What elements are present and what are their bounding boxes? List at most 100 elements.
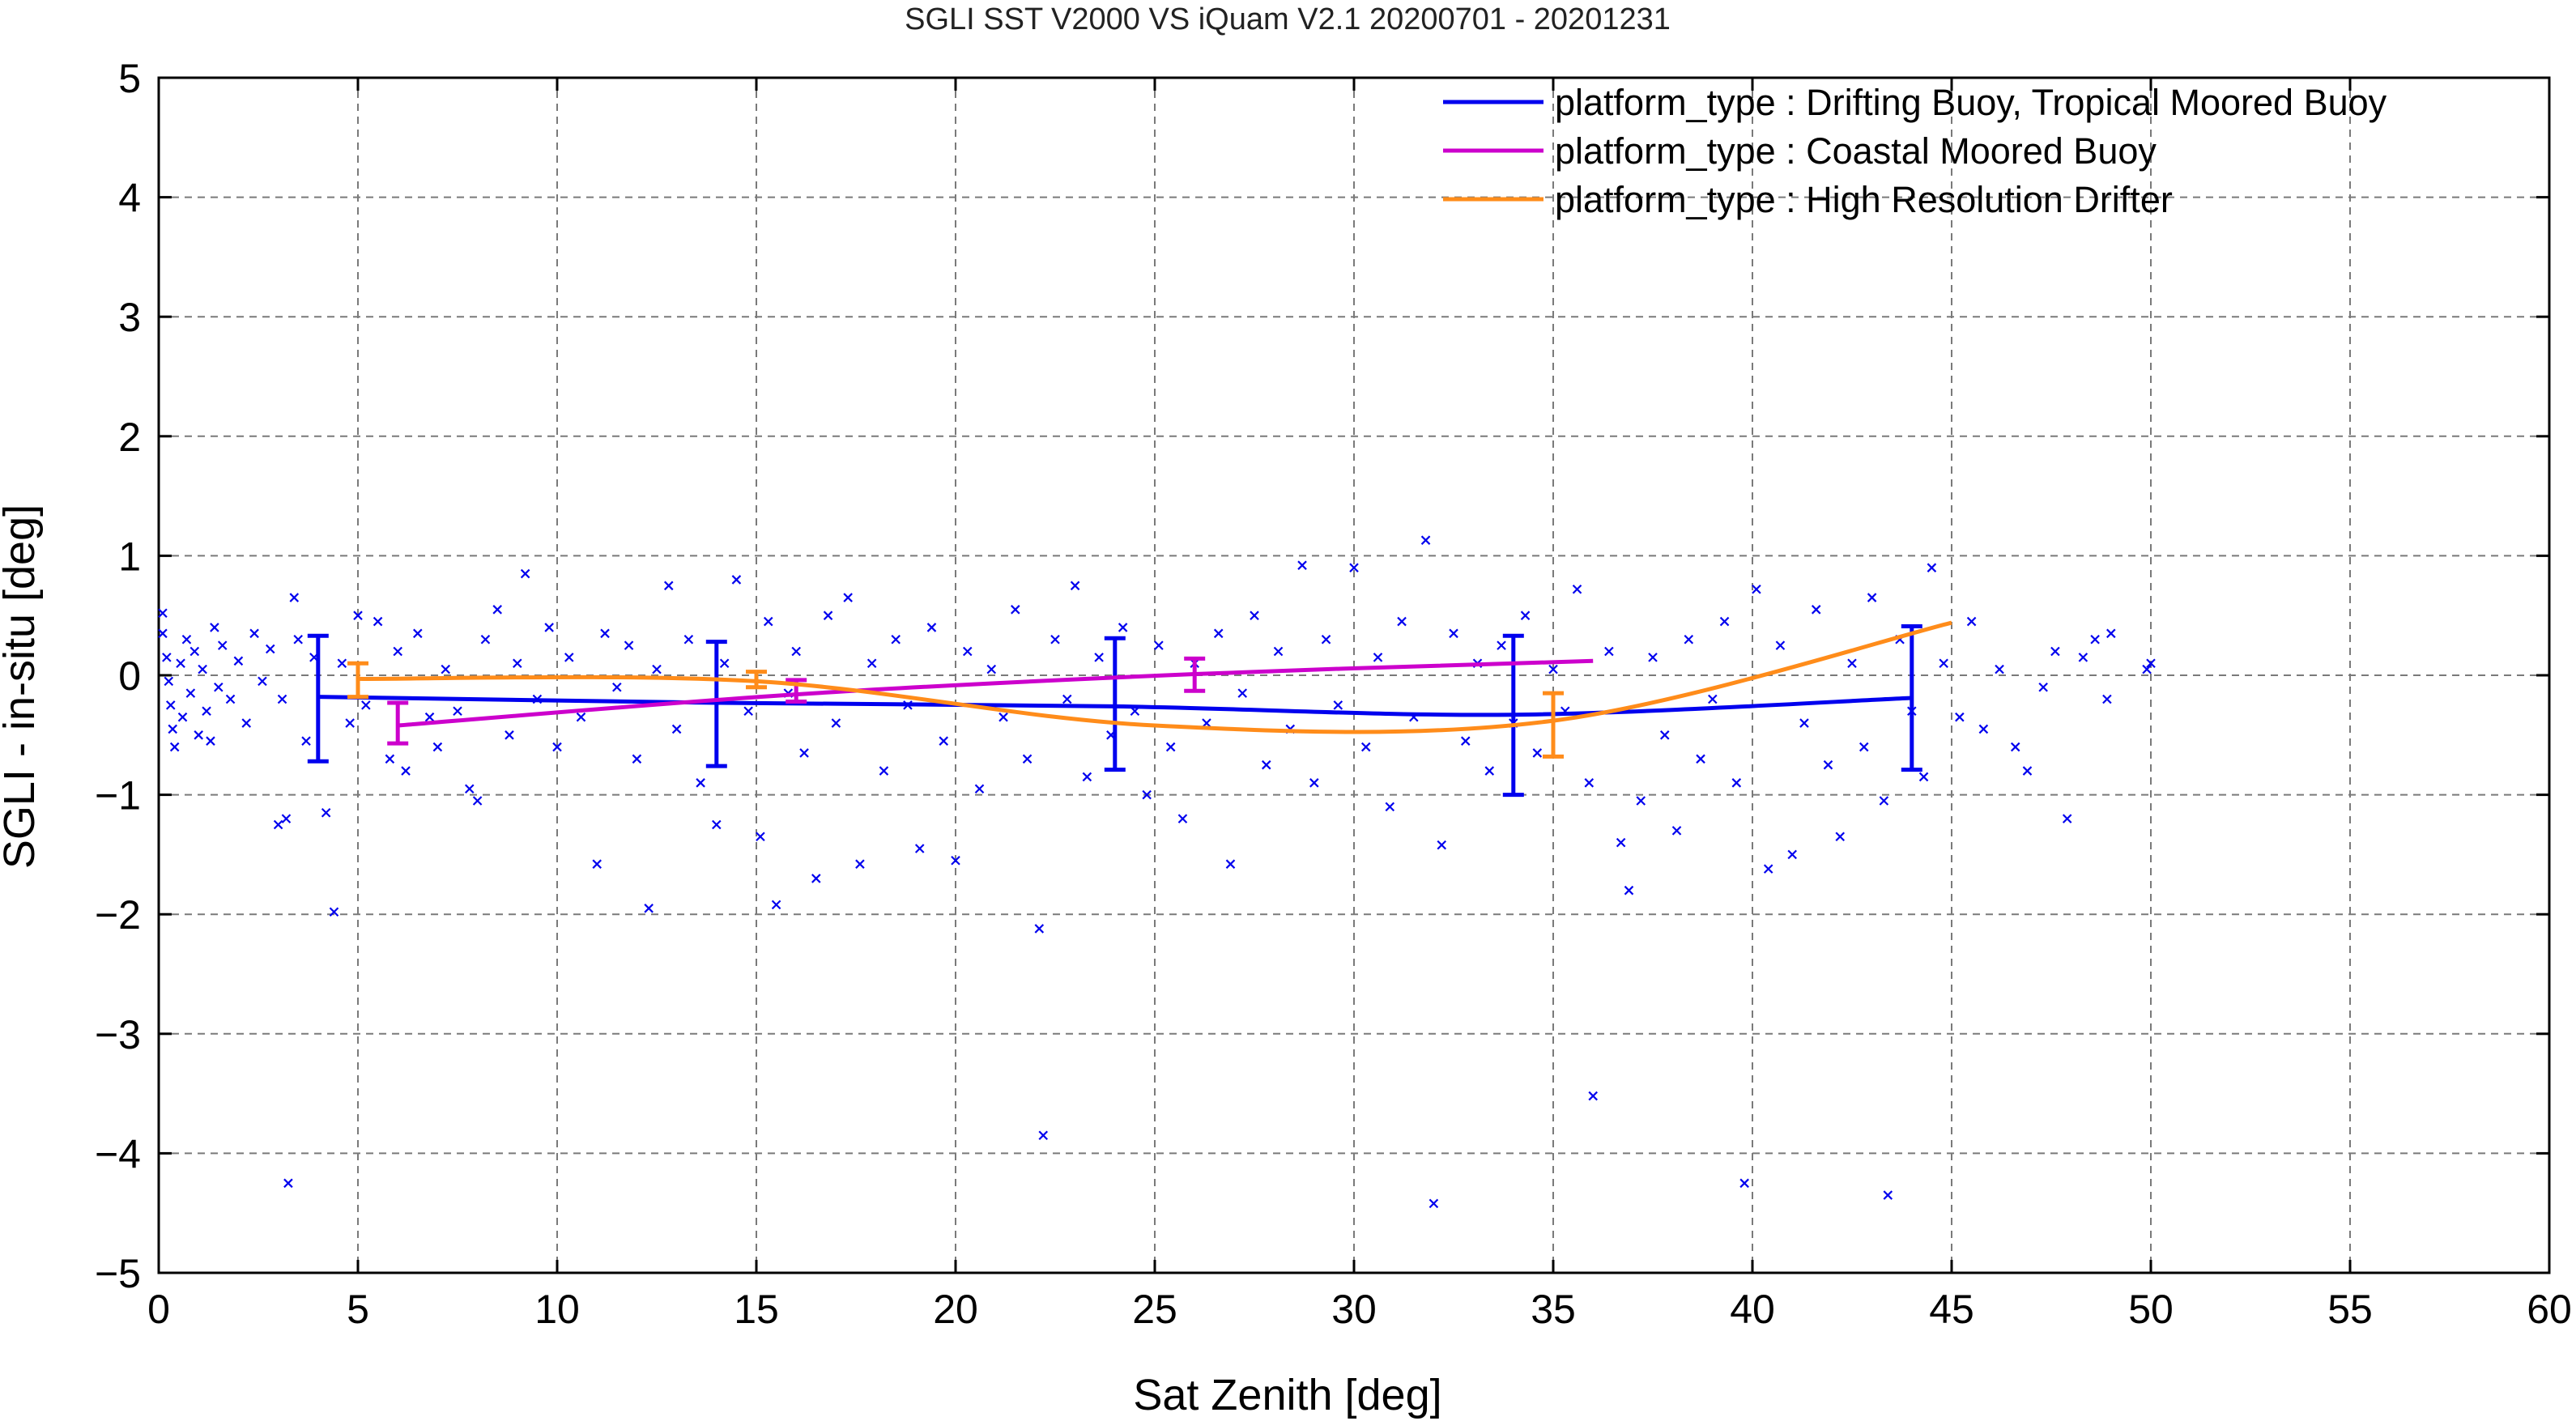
scatter-point xyxy=(1094,653,1104,662)
legend-entry: platform_type : Coastal Moored Buoy xyxy=(1555,130,2157,172)
series-line-1 xyxy=(398,658,1594,728)
scatter-point xyxy=(1261,759,1271,770)
scatter-points xyxy=(158,535,2156,1209)
scatter-point xyxy=(1082,772,1092,782)
scatter-point xyxy=(214,682,224,692)
scatter-point xyxy=(831,718,841,728)
scatter-point xyxy=(164,676,174,687)
y-axis-ticks: −5 −4 −3 −2 −1 0 1 2 3 4 5 xyxy=(95,56,2549,1296)
y-tick-label: −1 xyxy=(95,773,141,819)
scatter-point xyxy=(1763,864,1773,874)
scatter-point xyxy=(1624,885,1634,896)
error-bar xyxy=(1543,691,1564,759)
x-tick-label: 35 xyxy=(1531,1287,1576,1332)
scatter-point xyxy=(1731,778,1742,788)
scatter-point xyxy=(986,664,997,674)
scatter-point xyxy=(926,623,937,632)
error-bar xyxy=(347,661,368,700)
scatter-point xyxy=(1883,1190,1893,1200)
scatter-point xyxy=(1696,754,1705,764)
scatter-point xyxy=(1752,584,1761,594)
scatter-point xyxy=(210,623,219,632)
y-tick-label: −5 xyxy=(95,1251,141,1296)
scatter-point xyxy=(1349,563,1359,572)
scatter-point xyxy=(632,754,642,764)
scatter-point xyxy=(1497,640,1506,650)
scatter-point xyxy=(194,730,203,740)
scatter-point xyxy=(1011,605,1020,615)
scatter-point xyxy=(413,628,423,639)
scatter-point xyxy=(1273,646,1284,657)
scatter-point xyxy=(505,730,514,740)
scatter-point xyxy=(1213,628,1224,639)
y-tick-label: 3 xyxy=(118,295,141,340)
scatter-point xyxy=(1532,748,1543,758)
scatter-point xyxy=(1835,832,1846,842)
scatter-point xyxy=(2102,694,2112,704)
scatter-point xyxy=(273,819,283,830)
scatter-point xyxy=(1978,724,1989,734)
x-tick-label: 30 xyxy=(1331,1287,1377,1332)
scatter-point xyxy=(169,742,180,752)
scatter-point xyxy=(432,742,443,752)
scatter-point xyxy=(1460,736,1471,746)
scatter-point xyxy=(513,658,522,669)
scatter-point xyxy=(345,718,355,728)
scatter-point xyxy=(1739,1178,1749,1189)
scatter-point xyxy=(644,904,654,913)
scatter-point xyxy=(492,605,502,615)
scatter-point xyxy=(2038,682,2048,692)
scatter-point xyxy=(756,832,765,842)
scatter-point xyxy=(181,634,192,645)
scatter-point xyxy=(301,736,311,746)
legend-entry: platform_type : Drifting Buoy, Tropical … xyxy=(1555,82,2387,123)
scatter-point xyxy=(168,724,177,734)
scatter-point xyxy=(165,700,176,710)
scatter-point xyxy=(373,616,383,627)
x-tick-label: 60 xyxy=(2527,1287,2572,1332)
scatter-point xyxy=(158,608,168,619)
scatter-point xyxy=(2106,628,2116,639)
scatter-point xyxy=(1034,924,1045,934)
error-bar xyxy=(387,700,409,746)
scatter-point xyxy=(2022,766,2033,776)
scatter-point xyxy=(891,634,901,645)
scatter-point xyxy=(592,859,602,869)
scatter-point xyxy=(1939,658,1948,669)
y-axis-label: SGLI - in-situ [deg] xyxy=(0,504,44,869)
scatter-point xyxy=(1867,593,1877,602)
scatter-point xyxy=(441,664,451,674)
y-tick-label: −4 xyxy=(95,1131,141,1176)
scatter-point xyxy=(329,907,339,917)
scatter-point xyxy=(177,712,188,722)
scatter-point xyxy=(1927,563,1937,572)
scatter-point xyxy=(176,658,185,669)
scatter-point xyxy=(866,658,877,669)
scatter-point xyxy=(600,628,610,639)
scatter-point xyxy=(1437,840,1447,850)
scatter-point xyxy=(763,616,773,627)
scatter-point xyxy=(265,644,275,654)
scatter-point xyxy=(743,706,753,717)
scatter-point xyxy=(1684,634,1694,645)
y-tick-label: −3 xyxy=(95,1012,141,1057)
scatter-point xyxy=(914,844,925,853)
y-tick-label: 1 xyxy=(118,534,141,579)
scatter-point xyxy=(1847,658,1857,669)
scatter-point xyxy=(998,712,1008,722)
scatter-point xyxy=(1297,560,1307,570)
scatter-point xyxy=(1142,789,1152,800)
y-tick-label: 0 xyxy=(118,653,141,699)
scatter-point xyxy=(1321,634,1331,645)
scatter-point xyxy=(424,712,435,722)
scatter-point xyxy=(939,736,949,746)
scatter-point xyxy=(712,819,722,830)
scatter-point xyxy=(2010,742,2020,752)
x-tick-label: 55 xyxy=(2327,1287,2373,1332)
scatter-point xyxy=(1604,646,1614,657)
scatter-point xyxy=(1648,653,1658,662)
legend: platform_type : Drifting Buoy, Tropical … xyxy=(1443,82,2387,220)
scatter-point xyxy=(464,784,475,793)
scatter-point xyxy=(1449,628,1458,639)
